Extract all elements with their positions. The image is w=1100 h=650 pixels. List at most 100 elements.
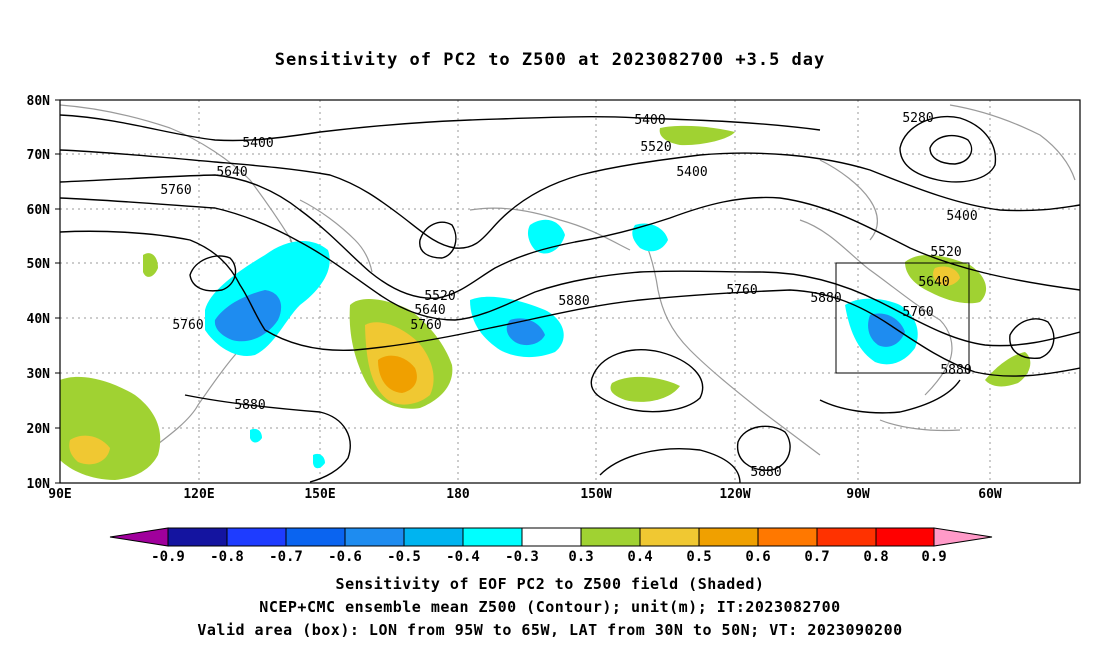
colorbar-swatch [580, 527, 641, 547]
colorbar-swatch [816, 527, 877, 547]
contour-label: 5400 [634, 113, 665, 128]
contour-ring-atlantic [1009, 318, 1055, 359]
contour-label: 5880 [940, 363, 971, 378]
colorbar-label: -0.5 [387, 549, 421, 565]
colorbar-label: -0.7 [269, 549, 303, 565]
caribbean-coastline [879, 419, 961, 432]
alaska-coastline [469, 207, 631, 251]
contour-5520-north [60, 149, 1080, 249]
contour-label: 5760 [726, 283, 757, 298]
contour-5880-ring1 [590, 349, 704, 413]
contour-label: 5640 [414, 303, 445, 318]
colorbar-label: 0.8 [863, 549, 888, 565]
contour-label: 5880 [234, 398, 265, 413]
shade-blue-midpacific [506, 318, 545, 346]
lon-tick-label: 150W [580, 487, 611, 502]
lat-tick-labels: 80N 70N 60N 50N 40N 30N 20N 10N [27, 94, 51, 492]
contour-5640-north [60, 174, 1080, 299]
lon-tick-label: 60W [978, 487, 1002, 502]
lat-tick-label: 30N [27, 367, 51, 382]
contour-5880 [60, 230, 1080, 377]
contour-label: 5640 [216, 165, 247, 180]
contour-label: 5760 [410, 318, 441, 333]
z500-contours [60, 114, 1080, 483]
contour-label: 5760 [172, 318, 203, 333]
colorbar-swatch [521, 527, 582, 547]
colorbar-swatch [933, 527, 993, 547]
contour-label: 5520 [424, 289, 455, 304]
greenland-coastline [949, 104, 1076, 181]
contour-ring-ne-pacific [419, 221, 457, 259]
shade-orange-pacific [378, 355, 417, 393]
contour-label: 5400 [676, 165, 707, 180]
colorbar-label: -0.9 [151, 549, 185, 565]
hudson-bay-coastline [819, 159, 879, 241]
colorbar-labels: -0.9 -0.8 -0.7 -0.6 -0.5 -0.4 -0.3 0.3 0… [151, 549, 947, 565]
colorbar-swatch [698, 527, 759, 547]
contour-5760-loop-asia [189, 255, 237, 292]
map-title: Sensitivity of PC2 to Z500 at 2023082700… [274, 50, 826, 70]
lat-tick-label: 70N [27, 148, 51, 163]
lat-tick-label: 60N [27, 203, 51, 218]
contour-label: 5400 [242, 136, 273, 151]
contour-label: 5640 [918, 275, 949, 290]
lon-tick-label: 90E [48, 487, 71, 502]
shade-cyan-small3 [313, 453, 325, 469]
colorbar-swatch [226, 527, 287, 547]
colorbar-label: 0.9 [921, 549, 946, 565]
shade-green-atlantic [985, 352, 1031, 387]
shade-yellow-canada [933, 266, 960, 286]
colorbar-label: 0.7 [804, 549, 829, 565]
colorbar-label: 0.6 [745, 549, 770, 565]
shade-yellow-india [69, 435, 110, 465]
colorbar-swatch [639, 527, 700, 547]
colorbar-label: -0.4 [446, 549, 480, 565]
contour-innermost [929, 134, 973, 165]
contour-5760-north [60, 197, 1080, 347]
shade-green-gulfofalaska [659, 125, 735, 146]
contour-labels: 5400 5400 5280 5520 5400 5640 5760 5400 … [160, 111, 977, 480]
contour-label: 5400 [946, 209, 977, 224]
colorbar-label: 0.4 [627, 549, 652, 565]
colorbar-label: 0.3 [568, 549, 593, 565]
contour-label: 5520 [640, 140, 671, 155]
colorbar-swatch [109, 527, 169, 547]
na-east-coastline [799, 219, 953, 396]
colorbar-label: -0.8 [210, 549, 244, 565]
lat-tick-label: 80N [27, 94, 51, 109]
contour-5880-south [184, 394, 351, 483]
contour-label: 5880 [810, 291, 841, 306]
colorbar-swatch [403, 527, 464, 547]
contour-extra-1 [819, 379, 961, 414]
lon-tick-labels: 90E 120E 150E 180 150W 120W 90W 60W [48, 487, 1002, 502]
contour-label: 5760 [902, 305, 933, 320]
axis-ticks [55, 99, 60, 484]
lat-tick-label: 40N [27, 312, 51, 327]
shade-green-eastpac [610, 376, 680, 402]
na-west-coastline [639, 229, 821, 456]
map-frame [59, 99, 1081, 484]
lat-tick-label: 20N [27, 422, 51, 437]
contour-label: 5760 [160, 183, 191, 198]
colorbar-swatch [875, 527, 935, 547]
lon-tick-label: 150E [304, 487, 335, 502]
colorbar-swatch [757, 527, 818, 547]
colorbar [109, 527, 993, 547]
lat-tick-label: 10N [27, 477, 51, 492]
colorbar-swatch [285, 527, 346, 547]
colorbar-label: -0.6 [328, 549, 362, 565]
colorbar-swatch [344, 527, 405, 547]
colorbar-label: 0.5 [686, 549, 711, 565]
contour-label: 5880 [750, 465, 781, 480]
shade-cyan-alaska [632, 223, 668, 252]
colorbar-label: -0.3 [505, 549, 539, 565]
contour-5280-east [899, 115, 997, 183]
shade-cyan-bering [527, 219, 565, 254]
contour-label: 5880 [558, 294, 589, 309]
lon-tick-label: 120E [183, 487, 214, 502]
shade-cyan-small2 [250, 428, 262, 443]
lon-tick-label: 180 [446, 487, 470, 502]
contour-5880-ring3 [599, 448, 741, 483]
kamchatka-coastline [299, 199, 373, 273]
